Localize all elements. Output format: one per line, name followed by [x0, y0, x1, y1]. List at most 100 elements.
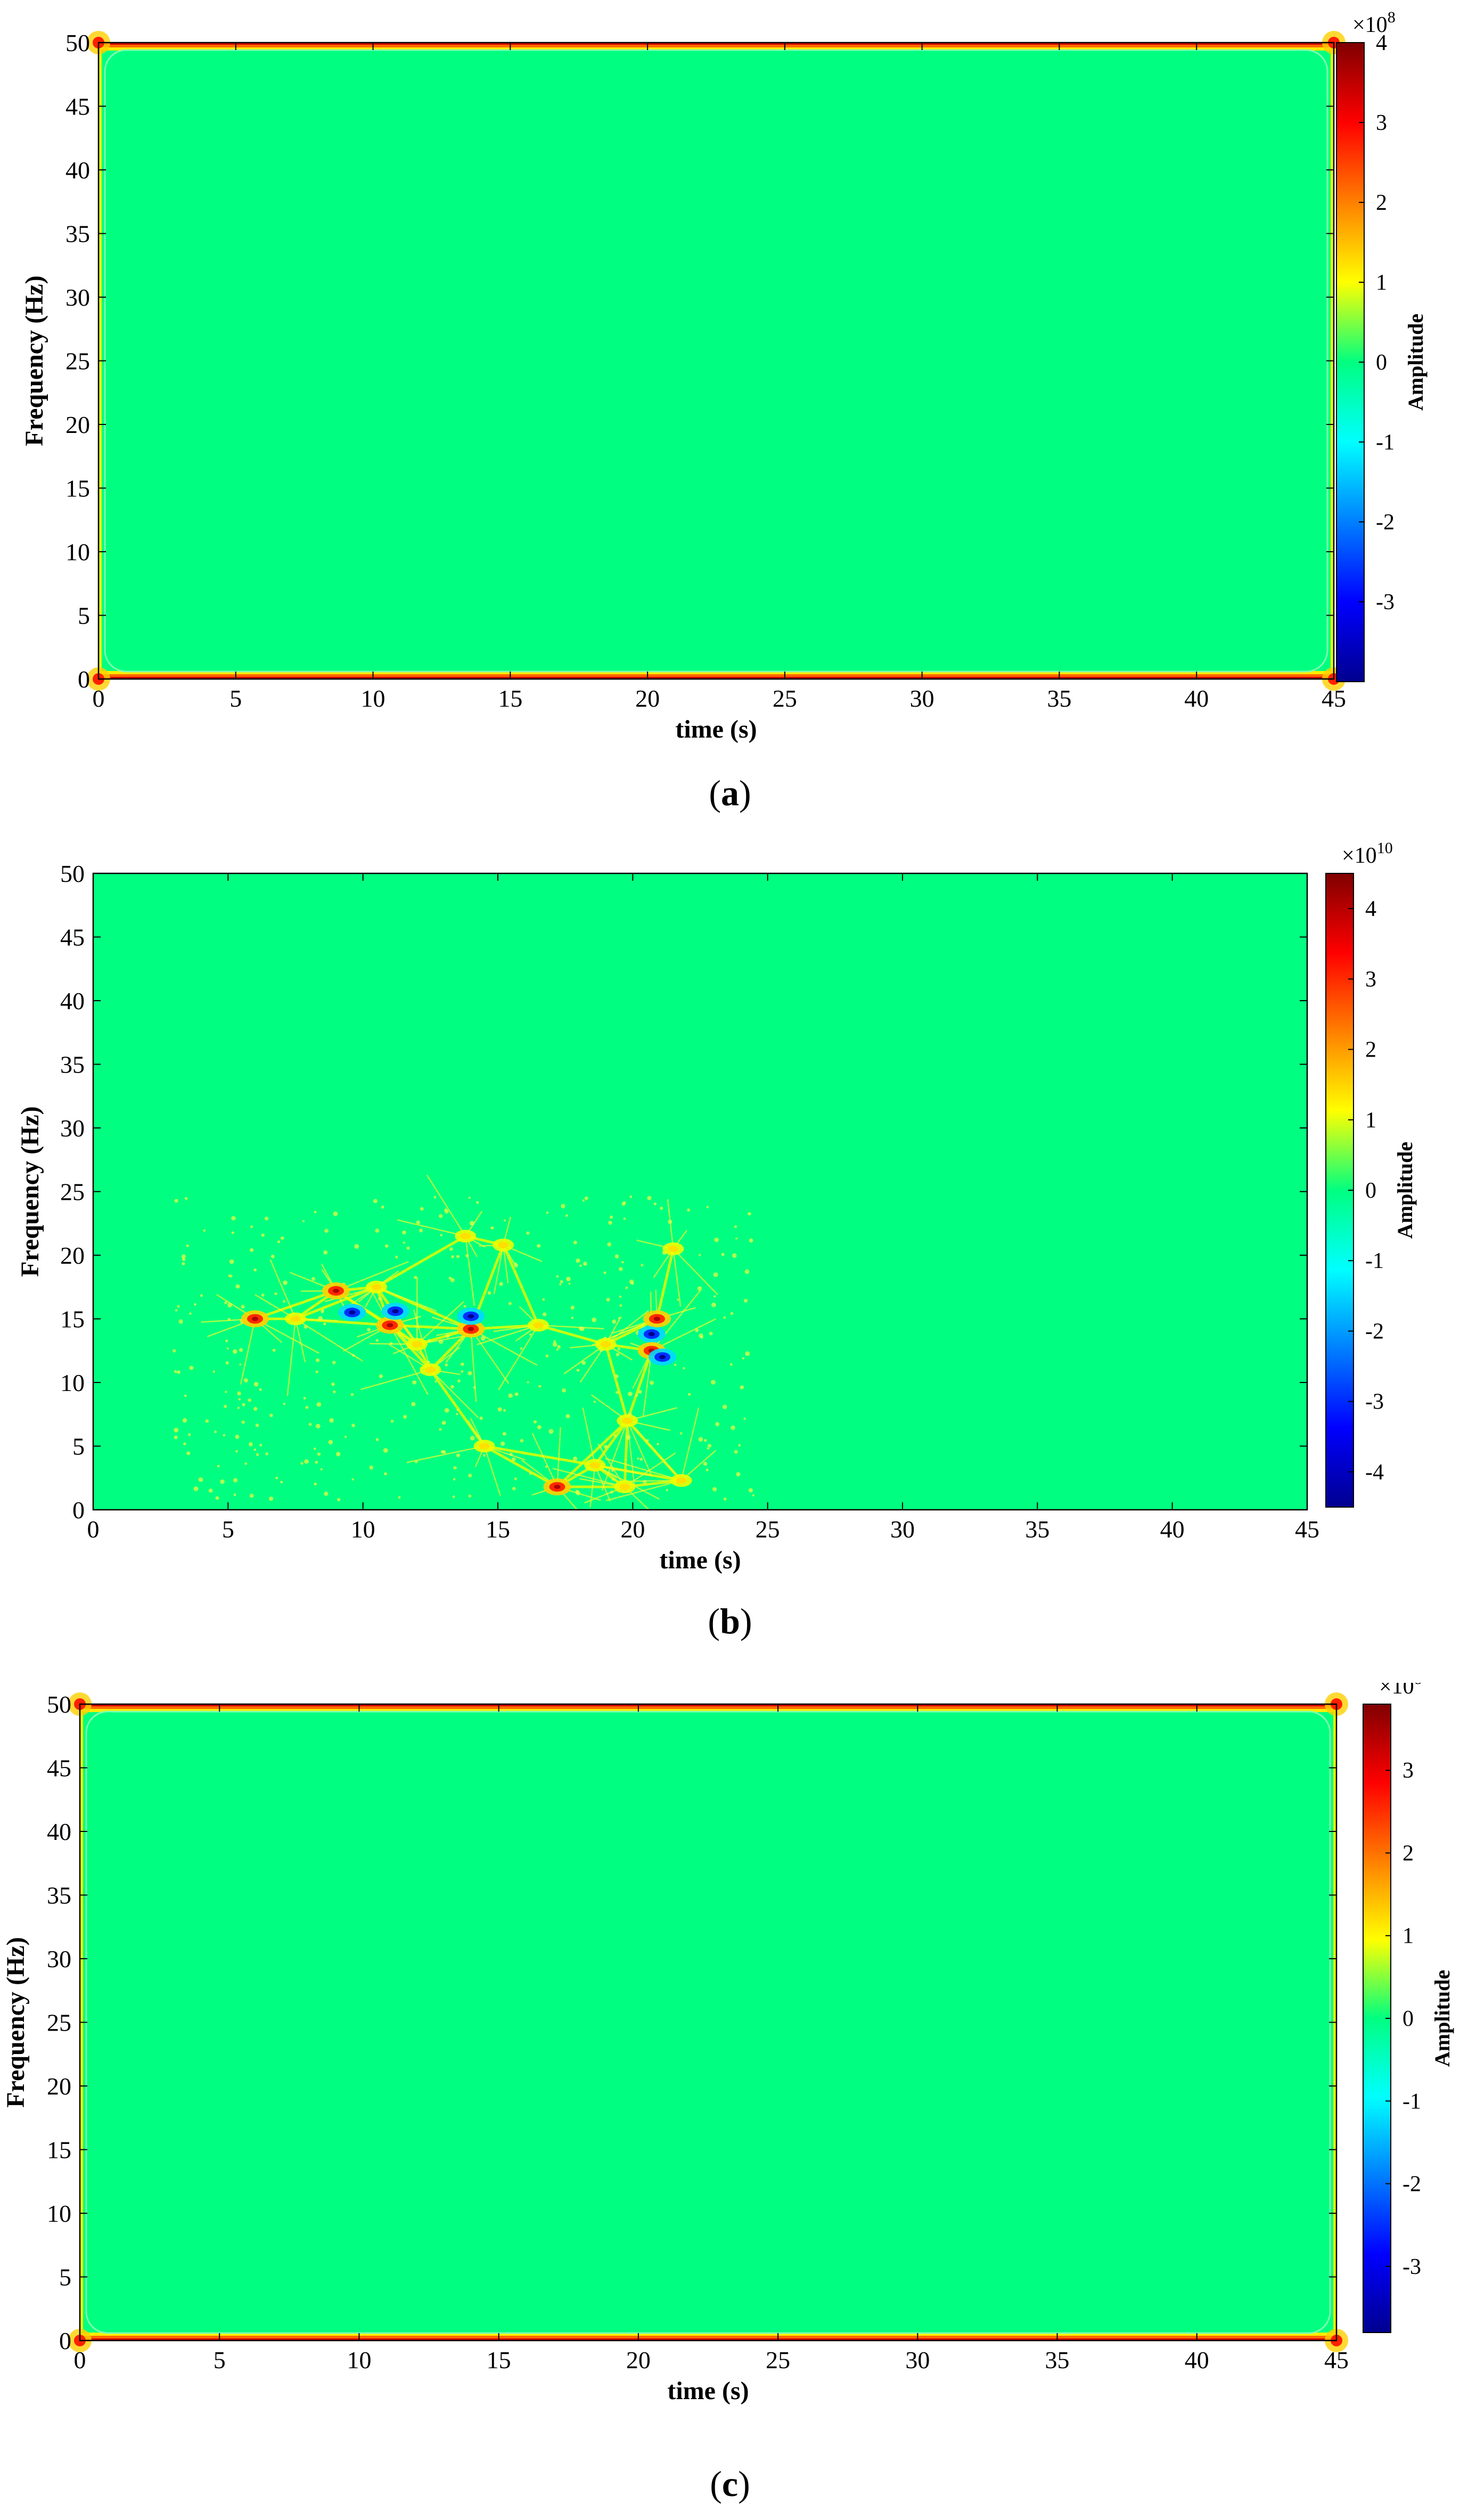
energy-speckle: [265, 1452, 268, 1455]
energy-speckle: [369, 1466, 374, 1470]
energy-speckle: [177, 1370, 181, 1374]
energy-speckle: [259, 1444, 263, 1447]
colorbar-tick-label: -4: [1365, 1460, 1384, 1485]
plot-background: [99, 43, 1334, 679]
energy-speckle: [480, 1336, 486, 1341]
chart-panel-c: 0 5 10 15 20 25 30 35 40 45 time (s) 0 5 10 15 20 25 30 35…: [0, 1683, 1460, 2514]
energy-streak: [627, 1420, 652, 1476]
edge-bottom-orange: [99, 674, 1334, 677]
colorbar-exponent-base: ×10: [1379, 1683, 1414, 1699]
energy-speckle: [520, 1438, 524, 1443]
hotspot-peak: [653, 1316, 660, 1321]
energy-speckle: [174, 1370, 177, 1373]
energy-speckle: [713, 1272, 718, 1278]
energy-speckle: [650, 1380, 654, 1385]
energy-speckle: [592, 1318, 597, 1322]
energy-speckle: [467, 1371, 472, 1376]
x-tick-label: 20: [635, 685, 660, 712]
energy-speckle: [249, 1248, 254, 1253]
energy-streak: [360, 1369, 431, 1390]
x-tick-label: 40: [1184, 685, 1209, 712]
energy-filament: [626, 1350, 653, 1421]
energy-speckle: [509, 1452, 513, 1457]
energy-speckle: [679, 1432, 683, 1435]
energy-speckle: [697, 1286, 702, 1291]
energy-streak: [667, 1199, 674, 1249]
energy-speckle: [744, 1269, 750, 1274]
energy-speckle: [460, 1362, 464, 1367]
y-tick-label: 20: [47, 2073, 71, 2100]
energy-speckle: [470, 1436, 475, 1441]
energy-speckle: [384, 1244, 389, 1248]
energy-speckle: [635, 1394, 638, 1397]
energy-speckle: [566, 1277, 571, 1281]
hotspot-peak: [554, 1484, 561, 1489]
energy-filament: [502, 1244, 540, 1326]
energy-speckle: [426, 1361, 430, 1364]
x-tick-label: 25: [773, 685, 797, 712]
energy-speckle: [419, 1229, 423, 1233]
energy-speckle: [557, 1345, 561, 1349]
y-tick-label: 20: [60, 1242, 85, 1269]
energy-speckle: [612, 1319, 617, 1324]
energy-speckle: [331, 1382, 335, 1386]
colorbar-tick-label: 2: [1376, 191, 1387, 215]
energy-speckle: [428, 1339, 431, 1343]
energy-filament: [484, 1445, 595, 1467]
x-axis: 0 5 10 15 20 25 30 35 40 45 time (s): [74, 1704, 1349, 2405]
x-tick-label: 10: [347, 2346, 371, 2374]
colorbar-tick-label: -1: [1402, 2089, 1421, 2114]
energy-speckle: [499, 1282, 503, 1286]
energy-speckle: [529, 1333, 532, 1336]
energy-speckle: [468, 1197, 471, 1199]
energy-speckle: [736, 1472, 741, 1477]
energy-speckle: [178, 1319, 183, 1324]
hotspot-core: [533, 1322, 544, 1329]
hotspot-core: [619, 1483, 630, 1490]
energy-speckle: [351, 1423, 355, 1427]
colorbar-exponent-power: 8: [1414, 1683, 1422, 1688]
energy-speckle: [389, 1342, 393, 1345]
energy-speckle: [375, 1339, 379, 1342]
energy-speckle: [490, 1226, 494, 1230]
energy-streak: [502, 1245, 509, 1284]
energy-speckle: [275, 1477, 278, 1479]
energy-streak: [680, 1407, 700, 1481]
hotspot-peak: [333, 1288, 339, 1293]
colorbar-tick-label: -3: [1376, 590, 1395, 615]
y-tick-label: 5: [78, 602, 90, 629]
energy-speckle: [352, 1354, 355, 1357]
colorbar-tick-label: 0: [1376, 350, 1387, 375]
energy-speckle: [186, 1451, 191, 1455]
x-tick-label: 30: [905, 2346, 930, 2374]
energy-speckle: [504, 1219, 506, 1222]
edge-bottom-orange: [80, 2336, 1336, 2338]
energy-speckle: [606, 1298, 610, 1302]
energy-speckle: [398, 1496, 401, 1499]
energy-speckle: [450, 1255, 454, 1258]
energy-speckle: [732, 1253, 737, 1258]
chart-panel-b: 0 5 10 15 20 25 30 35 40 45 time (s) 0 5 10 15 20 25 30 35…: [0, 836, 1460, 1667]
energy-speckle: [332, 1361, 336, 1364]
energy-speckle: [617, 1347, 620, 1351]
hotspot-core: [668, 1246, 679, 1253]
energy-speckle: [628, 1392, 633, 1396]
energy-speckle: [174, 1435, 178, 1439]
energy-speckle: [723, 1316, 726, 1319]
y-tick-label: 10: [47, 2200, 71, 2227]
energy-speckle: [668, 1220, 672, 1224]
y-axis: 0 5 10 15 20 25 30 35 40 45 50 Frequency (Hz): [16, 860, 1307, 1524]
energy-speckle: [403, 1415, 407, 1419]
energy-speckle: [277, 1240, 281, 1243]
energy-speckle: [238, 1398, 241, 1401]
energy-filament: [255, 1289, 337, 1320]
energy-speckle: [626, 1435, 631, 1440]
plot-background: [80, 1704, 1336, 2341]
energy-speckle: [514, 1392, 519, 1396]
energy-speckle: [573, 1240, 577, 1245]
energy-speckle: [553, 1340, 556, 1343]
panel-label-b: (b): [708, 1601, 752, 1641]
energy-speckle: [578, 1326, 583, 1331]
energy-speckle: [316, 1358, 320, 1362]
energy-speckle: [225, 1361, 229, 1365]
